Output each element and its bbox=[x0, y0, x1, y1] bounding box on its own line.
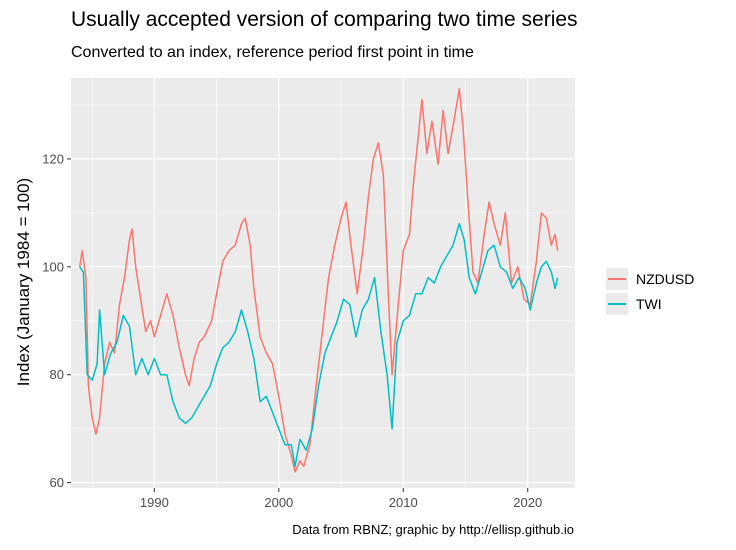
legend-label-nzdusd: NZDUSD bbox=[636, 271, 695, 287]
y-tick-label: 80 bbox=[50, 367, 64, 382]
legend-label-twi: TWI bbox=[636, 296, 662, 312]
legend-key-nzdusd bbox=[606, 268, 628, 290]
legend-item-nzdusd: NZDUSD bbox=[606, 268, 694, 290]
legend: NZDUSD TWI bbox=[606, 268, 694, 318]
x-tick-label: 1990 bbox=[140, 495, 169, 510]
chart-caption: Data from RBNZ; graphic by http://ellisp… bbox=[292, 522, 574, 537]
y-axis: 60 80 100 120 bbox=[42, 151, 71, 490]
chart-title: Usually accepted version of comparing tw… bbox=[71, 8, 578, 31]
series-lines bbox=[78, 88, 559, 473]
x-axis: 1990 2000 2010 2020 bbox=[140, 488, 542, 510]
legend-item-twi: TWI bbox=[606, 293, 694, 315]
chart-subtitle: Converted to an index, reference period … bbox=[71, 44, 474, 61]
y-tick-label: 60 bbox=[50, 475, 64, 490]
y-tick-label: 120 bbox=[42, 151, 64, 166]
plot-panel bbox=[71, 78, 575, 488]
y-tick-label: 100 bbox=[42, 259, 64, 274]
x-tick-label: 2000 bbox=[264, 495, 293, 510]
x-tick-label: 2010 bbox=[389, 495, 418, 510]
major-gridlines bbox=[71, 78, 575, 488]
legend-key-twi bbox=[606, 293, 628, 315]
x-tick-label: 2020 bbox=[513, 495, 542, 510]
series-line-twi bbox=[79, 222, 559, 468]
series-line-nzdusd bbox=[78, 88, 559, 473]
